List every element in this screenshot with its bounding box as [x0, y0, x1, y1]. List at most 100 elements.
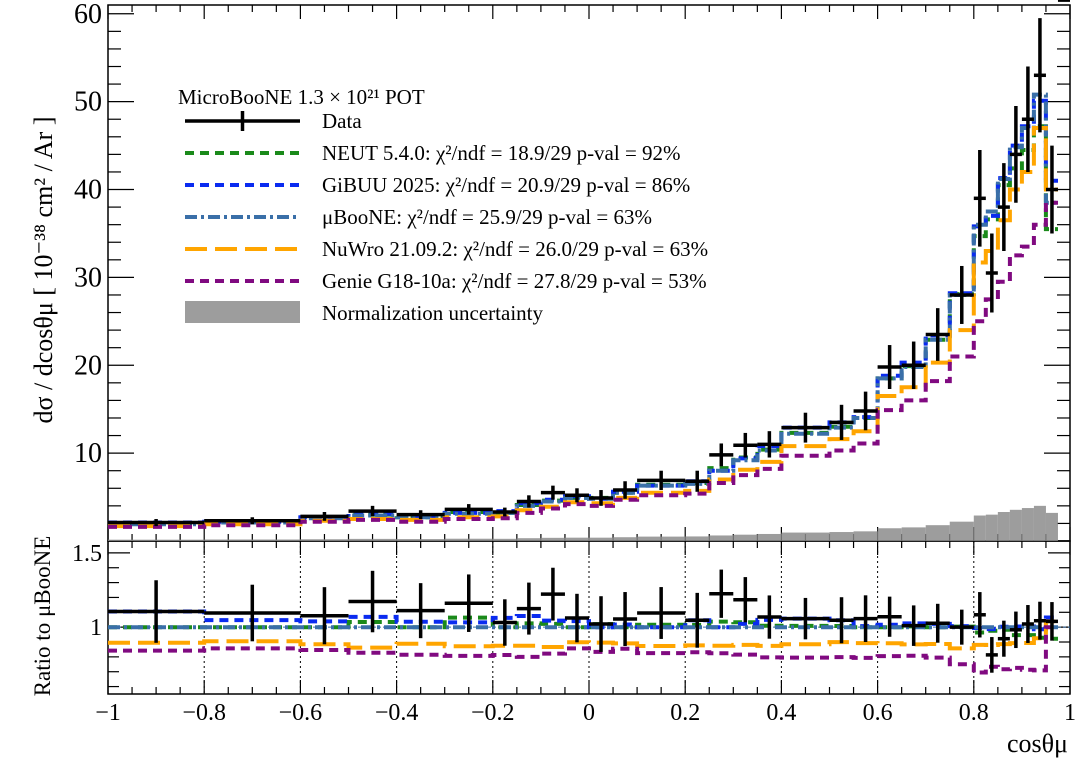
normalization-bar — [1009, 509, 1022, 541]
data-point — [589, 490, 614, 506]
normalization-bar — [444, 538, 493, 541]
legend-item: GiBUU 2025: χ²/ndf = 20.9/29 p-val = 86% — [185, 173, 690, 197]
data-point — [1009, 106, 1022, 203]
legend-label: Genie G18-10a: χ²/ndf = 27.8/29 p-val = … — [322, 269, 707, 293]
upper-model-curves — [108, 92, 1058, 529]
ratio-data-point — [757, 595, 782, 639]
svg-text:dσ / dcosθμ [ 10⁻³⁸ cm² / Ar ]: dσ / dcosθμ [ 10⁻³⁸ cm² / Ar ] — [29, 117, 58, 424]
normalization-bar — [709, 535, 734, 541]
ratio-data-point — [1009, 611, 1022, 649]
ratio-y-tick-labels: 11.5 — [72, 541, 102, 641]
data-point — [1021, 66, 1034, 172]
normalization-bar — [396, 539, 445, 541]
legend-item: NuWro 21.09.2: χ²/ndf = 26.0/29 p-val = … — [185, 237, 708, 261]
legend-label: Normalization uncertainty — [322, 301, 544, 325]
normalization-bar — [973, 515, 986, 541]
ratio-data-point — [516, 582, 541, 635]
data-point — [492, 507, 517, 517]
x-tick-label: 0.2 — [670, 700, 700, 726]
ratio-data-point — [973, 592, 986, 638]
data-point — [781, 412, 830, 443]
normalization-bar — [877, 528, 902, 541]
data-point — [829, 404, 854, 440]
legend-label: Data — [322, 109, 362, 133]
y-tick-labels: 10 20 30 40 50 60 — [74, 0, 102, 469]
y-tick-label: 40 — [74, 175, 102, 206]
data-point — [564, 488, 589, 503]
data-point — [396, 510, 445, 520]
data-point — [757, 431, 782, 458]
normalization-bar — [564, 537, 589, 541]
ratio-data-point — [1033, 601, 1046, 640]
data-point — [877, 345, 902, 389]
ratio-data-point — [589, 596, 614, 652]
data-point — [1033, 18, 1046, 133]
y-tick-label: 10 — [74, 438, 102, 469]
y-tick-label: 20 — [74, 350, 102, 381]
normalization-bar — [781, 532, 830, 541]
data-point — [973, 149, 986, 247]
data-point — [613, 481, 638, 499]
legend-label: NEUT 5.4.0: χ²/ndf = 18.9/29 p-val = 92% — [322, 141, 681, 165]
data-point — [204, 517, 301, 525]
model-curve — [108, 92, 1058, 527]
ratio-data-point — [396, 583, 445, 639]
x-tick-label: −0.4 — [375, 700, 419, 726]
normalization-bar — [997, 512, 1010, 541]
normalization-bar — [829, 532, 854, 541]
normalization-bar — [949, 521, 974, 541]
legend-label: NuWro 21.09.2: χ²/ndf = 26.0/29 p-val = … — [322, 237, 708, 261]
ratio-data-point — [444, 574, 493, 632]
normalization-bar — [540, 537, 565, 541]
ratio-data-point — [685, 592, 710, 648]
x-tick-label: −0.2 — [471, 700, 515, 726]
ratio-data-point — [853, 595, 878, 643]
ratio-data-point — [709, 569, 734, 618]
legend-title: MicroBooNE 1.3 × 10²¹ POT — [178, 85, 425, 109]
model-curve — [108, 126, 1058, 529]
legend-item: Genie G18-10a: χ²/ndf = 27.8/29 p-val = … — [185, 269, 707, 293]
ratio-curve — [108, 619, 1058, 651]
ratio-y-axis-label: Ratio to μBooNE — [30, 536, 55, 697]
ratio-data-point — [637, 587, 686, 639]
data-point — [853, 391, 878, 431]
ratio-y-tick-label: 1 — [90, 615, 102, 641]
ratio-data-point — [1021, 605, 1034, 643]
normalization-bar — [1033, 505, 1046, 541]
normalization-bar — [637, 536, 686, 541]
normalization-bar — [685, 536, 710, 541]
normalization-bar — [300, 539, 349, 541]
normalization-bar — [204, 539, 301, 541]
ratio-model-curves — [108, 609, 1058, 675]
x-tick-label: −0.8 — [182, 700, 226, 726]
ratio-data-point — [1045, 602, 1058, 641]
legend-swatch — [185, 301, 300, 323]
data-point — [108, 519, 205, 527]
x-tick-label: −0.6 — [279, 700, 323, 726]
ratio-data-point — [997, 620, 1010, 657]
svg-text:Ratio to μBooNE: Ratio to μBooNE — [30, 536, 55, 697]
ratio-data-point — [108, 580, 205, 643]
data-point — [997, 163, 1010, 252]
ratio-data-point — [348, 570, 397, 633]
x-tick-labels: −1 −0.8 −0.6 −0.4 −0.2 0 0.2 0.4 0.6 0.8 1 — [95, 700, 1076, 726]
ratio-data-point — [564, 593, 589, 643]
legend-label: GiBUU 2025: χ²/ndf = 20.9/29 p-val = 86% — [322, 173, 690, 197]
data-point — [685, 470, 710, 492]
ratio-data-point — [492, 599, 517, 646]
x-tick-label: 0.8 — [959, 700, 989, 726]
model-curve — [108, 200, 1058, 529]
normalization-bar — [985, 514, 998, 541]
ratio-data-points — [108, 0, 1070, 673]
normalization-bar — [589, 537, 614, 541]
y-tick-label: 30 — [74, 262, 102, 293]
normalization-bar — [1021, 508, 1034, 541]
normalization-bar — [613, 537, 638, 541]
upper-data-points — [108, 0, 1070, 527]
x-tick-label: 0.4 — [766, 700, 796, 726]
data-point — [300, 512, 349, 521]
data-point — [540, 485, 565, 500]
data-point — [348, 505, 397, 517]
normalization-bar — [853, 531, 878, 541]
